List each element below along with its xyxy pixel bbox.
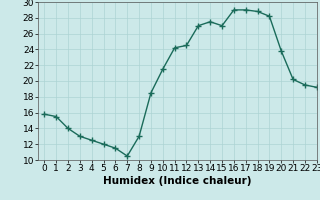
X-axis label: Humidex (Indice chaleur): Humidex (Indice chaleur) bbox=[103, 176, 252, 186]
